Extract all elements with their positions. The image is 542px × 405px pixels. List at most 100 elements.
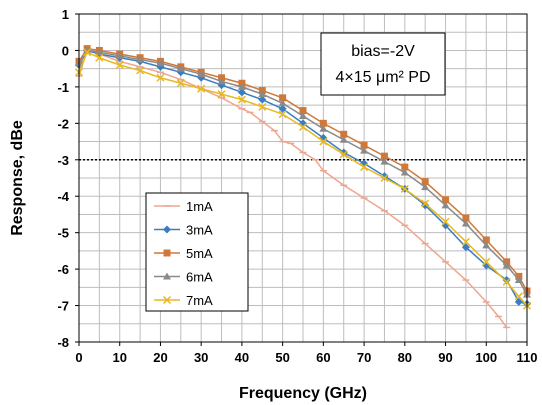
data-point (502, 277, 511, 286)
data-point (380, 173, 389, 183)
data-point (156, 59, 165, 67)
data-point (401, 163, 409, 171)
data-point (421, 199, 430, 208)
y-tick-label: -6 (57, 262, 69, 277)
data-point (461, 237, 470, 246)
data-point (462, 214, 470, 222)
data-point (319, 124, 328, 132)
data-point (339, 150, 348, 159)
annotation-box: bias=-2V 4×15 μm² PD (320, 32, 446, 96)
data-point (461, 219, 470, 227)
legend-swatch-marker (163, 249, 171, 257)
legend-item: 7mA (154, 293, 213, 308)
y-tick-label: 1 (62, 7, 69, 22)
y-tick-label: -5 (57, 226, 69, 241)
legend-item: 3mA (154, 223, 213, 238)
legend-frame (145, 192, 249, 312)
data-point (217, 77, 226, 85)
legend-label: 1mA (186, 199, 213, 214)
data-point (502, 276, 511, 285)
data-point (319, 119, 327, 127)
data-point (136, 55, 145, 63)
data-point (176, 64, 185, 72)
data-point (514, 292, 523, 301)
y-axis-ticks: 1 0 -1 -2 -3 -4 -5 -6 -7 -8 (57, 7, 79, 350)
y-tick-label: -7 (57, 299, 69, 314)
x-tick-label: 30 (194, 350, 208, 365)
y-tick-label: -2 (57, 116, 69, 131)
data-point (441, 201, 450, 209)
data-point (482, 257, 491, 266)
legend-swatch-marker (163, 225, 171, 234)
data-point (421, 183, 430, 191)
x-tick-label: 70 (357, 350, 371, 365)
data-point (83, 48, 92, 57)
legend-swatch-marker (162, 295, 172, 305)
data-point (237, 82, 246, 90)
data-point (360, 141, 368, 149)
data-point (278, 99, 287, 107)
data-point (442, 196, 450, 204)
series-layer (74, 45, 532, 329)
data-point (156, 73, 165, 82)
annotation-line-1: bias=-2V (351, 43, 415, 60)
x-tick-label: 10 (112, 350, 126, 365)
data-point (83, 46, 92, 54)
series-6mA (75, 46, 531, 298)
data-point (400, 184, 409, 193)
data-point (278, 104, 287, 113)
data-point (514, 276, 523, 284)
data-point (360, 163, 369, 172)
legend-items: 1mA 3mA 5mA 6mA 7mA (154, 199, 213, 308)
data-point (197, 84, 206, 93)
data-point (514, 297, 523, 306)
series-line (78, 49, 508, 328)
data-point (299, 107, 307, 115)
series-7mA (74, 48, 532, 310)
data-point (258, 95, 267, 104)
x-tick-label: 100 (475, 350, 497, 365)
y-tick-label: -1 (57, 80, 69, 95)
y-tick-label: -4 (57, 189, 69, 204)
annotation-line-2: 4×15 μm² PD (335, 69, 430, 86)
data-point (176, 79, 185, 88)
legend-label: 7mA (186, 293, 213, 308)
legend-label: 6mA (186, 270, 213, 285)
legend: 1mA 3mA 5mA 6mA 7mA (145, 192, 249, 312)
y-tick-label: -3 (57, 153, 69, 168)
x-axis-ticks: 0 10 20 30 40 50 60 70 80 90 100 110 (75, 342, 537, 365)
legend-label: 3mA (186, 223, 213, 238)
data-point (136, 66, 145, 75)
data-point (279, 94, 287, 102)
x-tick-label: 40 (235, 350, 249, 365)
series-1mA (75, 49, 511, 329)
legend-item: 5mA (154, 246, 213, 261)
x-tick-label: 20 (153, 350, 167, 365)
data-point (380, 152, 388, 160)
data-point (95, 48, 104, 56)
data-point (400, 168, 409, 176)
data-point (258, 102, 267, 111)
data-point (197, 70, 206, 78)
legend-item: 6mA (154, 270, 213, 285)
data-point (319, 137, 328, 146)
data-point (380, 172, 389, 181)
data-point (482, 241, 491, 249)
x-tick-label: 60 (316, 350, 330, 365)
data-point (95, 53, 104, 62)
annotation-frame (320, 32, 446, 96)
data-point (421, 178, 429, 186)
data-point (380, 157, 389, 165)
data-point (482, 236, 490, 244)
x-tick-label: 50 (275, 350, 289, 365)
x-tick-label: 0 (75, 350, 82, 365)
y-tick-label: 0 (62, 43, 69, 58)
data-point (278, 110, 287, 119)
data-point (115, 51, 124, 59)
data-point (339, 148, 348, 157)
plot-border (78, 13, 528, 343)
data-point (217, 90, 226, 99)
data-point (237, 95, 246, 104)
data-point (298, 122, 308, 132)
data-point (441, 217, 450, 226)
